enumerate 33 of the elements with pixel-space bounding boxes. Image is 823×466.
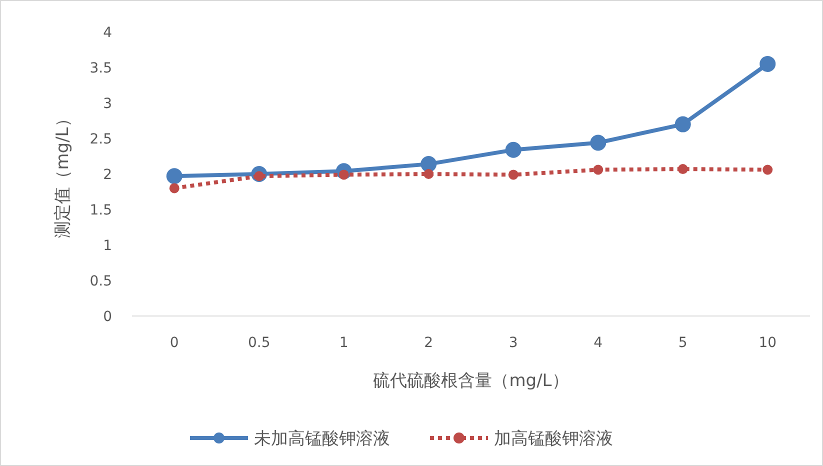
x-axis-title: 硫代硫酸根含量（mg/L） xyxy=(373,371,569,391)
y-tick-label: 2.5 xyxy=(90,132,112,148)
x-tick-label: 0 xyxy=(170,335,179,351)
point xyxy=(593,164,604,175)
point xyxy=(505,142,522,158)
x-tick-label: 10 xyxy=(758,335,777,351)
y-tick-label: 0 xyxy=(103,309,112,325)
y-tick-label: 3 xyxy=(103,96,112,112)
legend-label: 加高锰酸钾溶液 xyxy=(494,429,613,449)
point xyxy=(166,168,182,184)
point xyxy=(590,134,606,151)
x-tick-label: 2 xyxy=(424,335,434,351)
y-tick-label: 2 xyxy=(103,167,112,183)
x-tick-label: 5 xyxy=(678,335,688,351)
point xyxy=(678,164,688,174)
x-tick-label: 4 xyxy=(594,335,603,351)
y-tick-label: 3.5 xyxy=(90,60,112,76)
point xyxy=(762,164,773,175)
legend-label: 未加高锰酸钾溶液 xyxy=(254,429,390,449)
x-tick-label: 1 xyxy=(339,335,348,351)
x-tick-label: 3 xyxy=(508,335,518,351)
y-tick-label: 0.5 xyxy=(90,274,112,290)
point xyxy=(760,56,776,72)
y-tick-label: 4 xyxy=(103,25,112,41)
point xyxy=(420,156,437,172)
y-tick-label: 1 xyxy=(103,238,112,254)
point xyxy=(508,170,518,180)
y-tick-label: 1.5 xyxy=(90,202,112,218)
point xyxy=(169,183,180,194)
point xyxy=(674,116,691,132)
x-tick-label: 0.5 xyxy=(248,335,270,351)
point xyxy=(424,169,434,179)
y-axis-title: 测定值（mg/L） xyxy=(53,110,73,238)
